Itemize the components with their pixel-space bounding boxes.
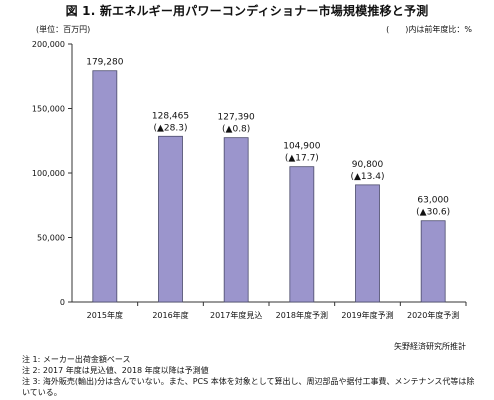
y-tick-label: 100,000 (32, 169, 65, 178)
y-tick-label: 50,000 (37, 234, 65, 243)
bar-chart: 0 50,000 100,000 150,000 200,000 2015年度 179,2… (32, 40, 467, 320)
bar (92, 70, 118, 303)
chart-bars (92, 70, 446, 303)
data-label: 63,000 (417, 196, 449, 206)
change-label: (▲28.3) (154, 123, 188, 133)
bar (289, 166, 315, 303)
chart-labels: 2015年度 179,280 2016年度 128,465 (▲28.3) 2017年度見… (86, 58, 459, 320)
chart-axes: 0 50,000 100,000 150,000 200,000 (32, 40, 467, 307)
x-tick-label: 2020年度予測 (407, 310, 459, 320)
y-tick-label: 200,000 (32, 40, 65, 49)
change-label: (▲17.7) (285, 154, 319, 164)
bar (223, 137, 249, 303)
y-tick-label: 0 (60, 298, 65, 307)
x-tick-label: 2016年度 (152, 310, 188, 320)
data-label: 179,280 (86, 58, 123, 68)
x-tick-label: 2018年度予測 (276, 310, 328, 320)
data-label: 128,465 (152, 111, 189, 121)
change-label: (▲13.4) (351, 172, 385, 182)
parenthesis-note: ( )内は前年度比：% (386, 25, 472, 34)
bar (420, 220, 446, 303)
unit-label: (単位：百万円) (36, 25, 91, 34)
y-tick-label: 150,000 (32, 105, 65, 114)
change-label: (▲0.8) (222, 125, 250, 135)
note-2: 注 2: 2017 年度は見込値、2018 年度以降は予測値 (22, 366, 209, 375)
x-tick-label: 2015年度 (87, 310, 123, 320)
x-tick-label: 2017年度見込 (210, 310, 262, 320)
bar (158, 135, 183, 303)
bar (355, 184, 380, 303)
note-3: 注 3: 海外販売(輸出)分は含んでいない。また、PCS 本体を対象として算出し… (22, 377, 475, 397)
note-1: 注 1: メーカー出荷金額ベース (22, 355, 131, 364)
source-label: 矢野経済研究所推計 (394, 342, 466, 351)
x-tick-label: 2019年度予測 (341, 310, 393, 320)
change-label: (▲30.6) (416, 208, 450, 218)
chart-title: 図 1. 新エネルギー用パワーコンディショナー市場規模推移と予測 (65, 4, 429, 18)
data-label: 90,800 (352, 160, 384, 170)
data-label: 127,390 (218, 113, 255, 123)
data-label: 104,900 (283, 142, 320, 152)
notes: 注 1: メーカー出荷金額ベース 注 2: 2017 年度は見込値、2018 年… (22, 354, 482, 398)
